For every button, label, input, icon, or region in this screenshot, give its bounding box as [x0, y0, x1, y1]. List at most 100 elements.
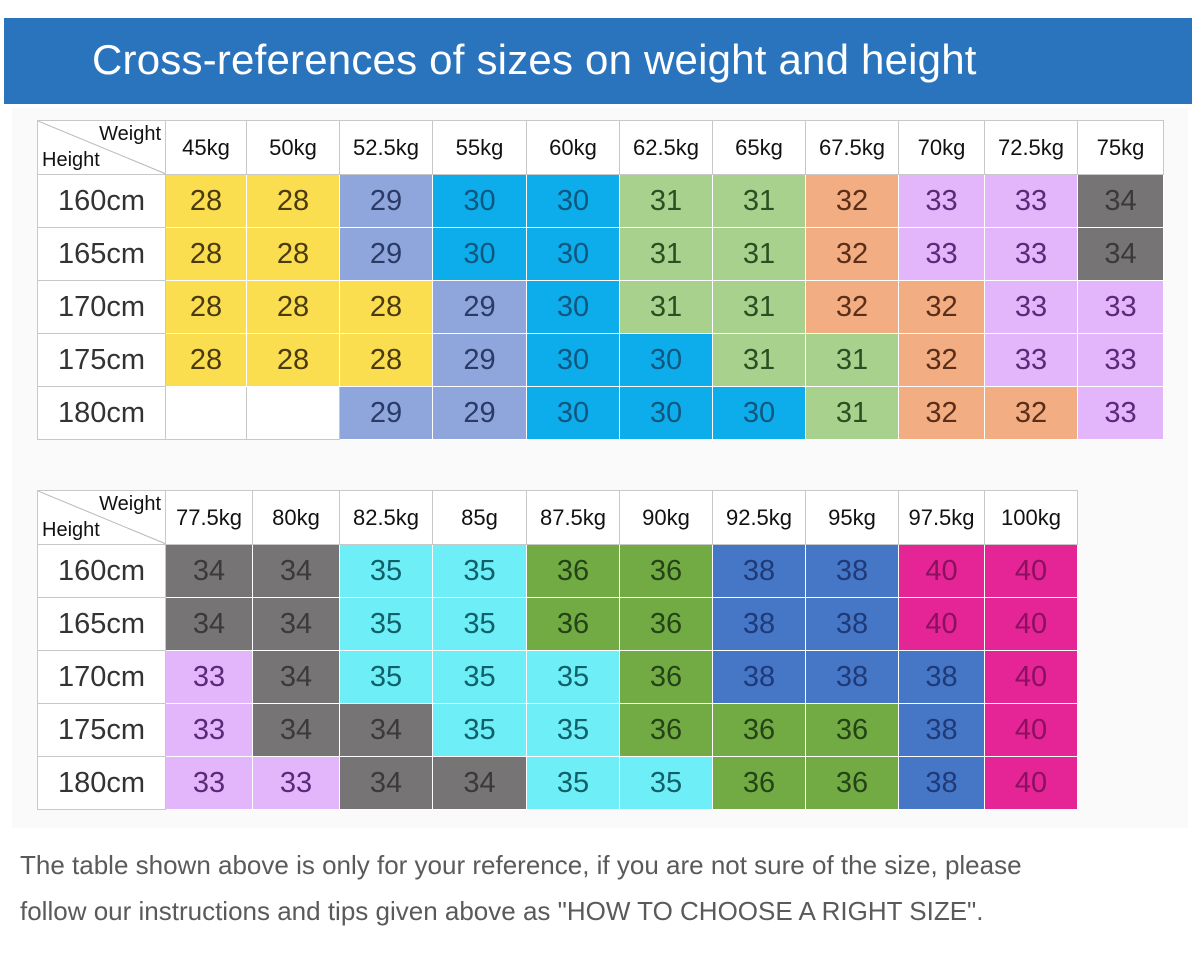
size-cell: 33 — [984, 174, 1078, 228]
weight-axis-label: Weight — [99, 493, 161, 515]
size-cell: 38 — [805, 650, 899, 704]
height-axis-label: Height — [42, 149, 100, 171]
size-cell: 34 — [1077, 227, 1164, 281]
size-cell: 40 — [984, 544, 1078, 598]
size-cell: 30 — [619, 333, 713, 387]
size-cell: 38 — [898, 756, 985, 810]
size-cell: 33 — [984, 280, 1078, 334]
height-row-label: 165cm — [37, 597, 166, 651]
weight-column-header: 45kg — [165, 120, 247, 175]
height-axis-label: Height — [42, 519, 100, 541]
size-cell: 36 — [619, 544, 713, 598]
weight-column-header: 55kg — [432, 120, 527, 175]
size-cell: 31 — [619, 280, 713, 334]
size-cell: 29 — [432, 386, 527, 440]
table-row: 160cm 34 34 35 35 36 36 38 38 40 40 — [37, 544, 1078, 598]
size-cell: 30 — [526, 280, 620, 334]
size-cell: 31 — [712, 333, 806, 387]
corner-header: Weight Height — [37, 490, 166, 545]
table-row: 180cm 29 29 30 30 30 31 32 32 33 — [37, 386, 1164, 440]
size-cell: 33 — [165, 650, 253, 704]
size-cell: 30 — [432, 174, 527, 228]
size-cell: 28 — [165, 333, 247, 387]
height-row-label: 175cm — [37, 333, 166, 387]
weight-column-header: 52.5kg — [339, 120, 433, 175]
size-cell: 28 — [165, 227, 247, 281]
size-cell: 35 — [339, 544, 433, 598]
size-cell: 30 — [619, 386, 713, 440]
diagonal-divider — [38, 491, 165, 544]
size-cell: 36 — [526, 597, 620, 651]
size-cell: 35 — [432, 650, 527, 704]
size-cell: 33 — [1077, 280, 1164, 334]
size-cell: 38 — [805, 597, 899, 651]
weight-column-header: 95kg — [805, 490, 899, 545]
size-cell: 33 — [165, 703, 253, 757]
size-cell: 33 — [165, 756, 253, 810]
weight-column-header: 70kg — [898, 120, 985, 175]
weight-column-header: 90kg — [619, 490, 713, 545]
table-row: 165cm 28 28 29 30 30 31 31 32 33 33 34 — [37, 227, 1164, 281]
size-cell: 36 — [805, 703, 899, 757]
weight-column-header: 65kg — [712, 120, 806, 175]
size-cell: 32 — [898, 386, 985, 440]
size-cell: 38 — [712, 650, 806, 704]
weight-column-header: 60kg — [526, 120, 620, 175]
height-row-label: 180cm — [37, 386, 166, 440]
height-row-label: 165cm — [37, 227, 166, 281]
size-cell: 33 — [1077, 386, 1164, 440]
weight-column-header: 82.5kg — [339, 490, 433, 545]
table-row: 175cm 28 28 28 29 30 30 31 31 32 33 33 — [37, 333, 1164, 387]
size-cell: 35 — [526, 703, 620, 757]
size-cell: 34 — [252, 544, 340, 598]
size-cell: 29 — [339, 174, 433, 228]
size-cell: 40 — [984, 703, 1078, 757]
size-cell: 35 — [526, 756, 620, 810]
size-cell: 34 — [165, 597, 253, 651]
size-cell: 31 — [619, 227, 713, 281]
size-cell: 34 — [339, 703, 433, 757]
weight-column-header: 87.5kg — [526, 490, 620, 545]
header-row: Weight Height 45kg 50kg 52.5kg 55kg 60kg… — [37, 120, 1164, 175]
size-cell: 30 — [526, 174, 620, 228]
size-table-1: Weight Height 45kg 50kg 52.5kg 55kg 60kg… — [37, 120, 1164, 440]
table-row: 170cm 33 34 35 35 35 36 38 38 38 40 — [37, 650, 1078, 704]
height-row-label: 175cm — [37, 703, 166, 757]
weight-column-header: 72.5kg — [984, 120, 1078, 175]
size-cell: 36 — [619, 650, 713, 704]
weight-column-header: 75kg — [1077, 120, 1164, 175]
size-cell: 29 — [432, 333, 527, 387]
weight-column-header: 97.5kg — [898, 490, 985, 545]
reference-note: The table shown above is only for your r… — [20, 842, 1190, 934]
size-cell: 32 — [984, 386, 1078, 440]
size-cell: 28 — [246, 280, 340, 334]
height-row-label: 160cm — [37, 544, 166, 598]
size-cell — [165, 386, 247, 440]
size-cell: 30 — [526, 333, 620, 387]
size-cell: 38 — [712, 597, 806, 651]
size-cell: 38 — [805, 544, 899, 598]
size-cell: 38 — [898, 650, 985, 704]
size-cell: 28 — [246, 333, 340, 387]
weight-column-header: 67.5kg — [805, 120, 899, 175]
size-cell: 30 — [432, 227, 527, 281]
diagonal-divider — [38, 121, 165, 174]
size-cell: 28 — [165, 280, 247, 334]
size-cell: 28 — [165, 174, 247, 228]
size-cell: 35 — [526, 650, 620, 704]
size-cell: 33 — [984, 333, 1078, 387]
size-cell: 34 — [252, 650, 340, 704]
size-cell: 28 — [339, 280, 433, 334]
size-cell: 30 — [526, 386, 620, 440]
size-cell: 36 — [712, 703, 806, 757]
size-cell: 32 — [805, 174, 899, 228]
size-cell: 30 — [526, 227, 620, 281]
size-cell: 31 — [619, 174, 713, 228]
size-cell: 33 — [1077, 333, 1164, 387]
size-cell: 35 — [339, 597, 433, 651]
size-cell: 31 — [712, 280, 806, 334]
size-cell: 40 — [984, 597, 1078, 651]
corner-header: Weight Height — [37, 120, 166, 175]
size-cell: 40 — [898, 597, 985, 651]
size-cell: 35 — [339, 650, 433, 704]
